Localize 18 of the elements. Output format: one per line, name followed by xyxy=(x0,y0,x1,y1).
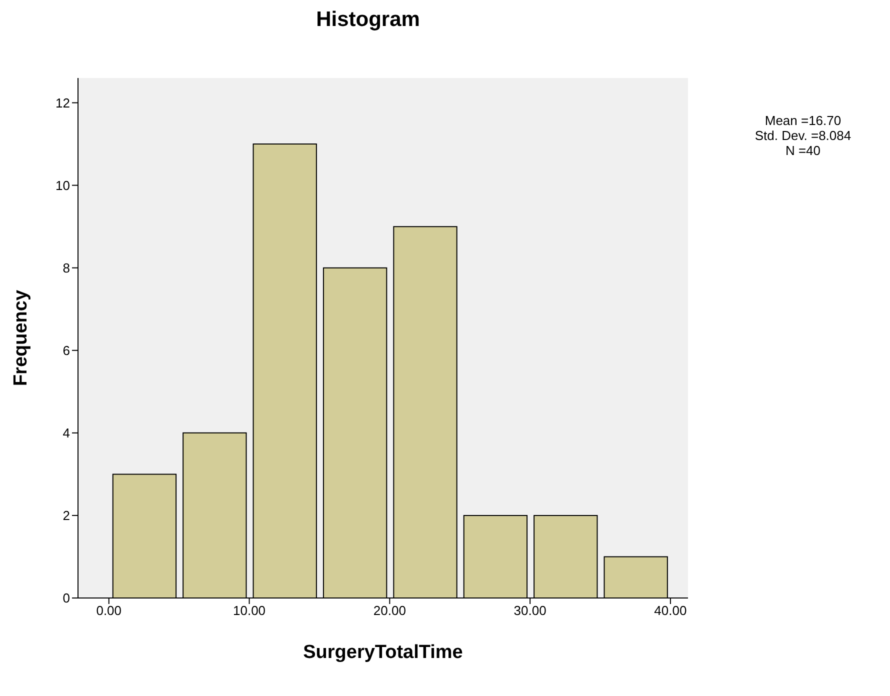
y-tick-label: 2 xyxy=(62,508,70,524)
text: Mean =16.70 xyxy=(764,113,842,128)
x-tick-label: 20.00 xyxy=(373,603,406,618)
x-tick-label: 10.00 xyxy=(233,603,266,618)
y-tick-label: 0 xyxy=(62,590,70,606)
chart-title: Histogram xyxy=(315,8,421,33)
y-axis-title: Frequency xyxy=(10,290,32,386)
x-tick-label: 0.00 xyxy=(96,603,122,618)
y-tick-label: 4 xyxy=(62,426,70,441)
y-tick-label: 8 xyxy=(62,260,70,276)
x-tick-label: 40.00 xyxy=(654,603,687,618)
text: Std. Dev. =8.084 xyxy=(754,128,852,143)
y-tick-label: 10 xyxy=(56,178,70,193)
text: N =40 xyxy=(784,143,822,158)
y-tick-label: 12 xyxy=(56,95,70,110)
x-tick-label: 30.00 xyxy=(514,603,546,618)
y-tick-label: 6 xyxy=(62,342,70,358)
x-axis-title: SurgeryTotalTime xyxy=(303,642,463,663)
